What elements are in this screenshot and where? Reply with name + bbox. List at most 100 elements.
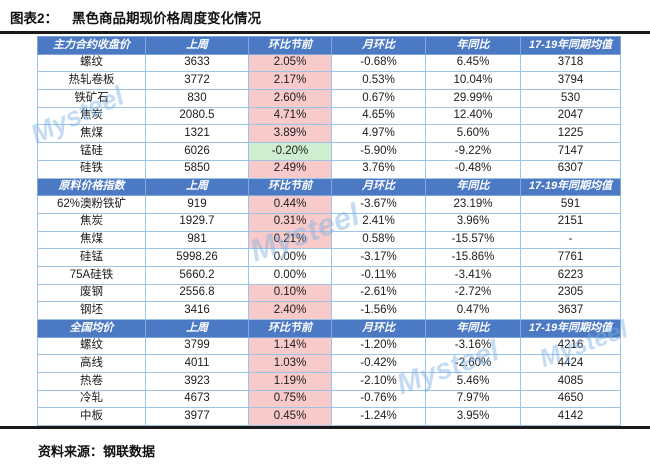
mom-cell: 4.97% bbox=[331, 124, 426, 144]
wow-vs-preholiday-cell: 0.21% bbox=[248, 230, 332, 250]
column-header-cell: 上周 bbox=[145, 319, 249, 338]
avg-17-19-cell: 4142 bbox=[520, 407, 621, 427]
row-label-cell: 热轧卷板 bbox=[37, 71, 146, 91]
row-label-cell: 热卷 bbox=[37, 372, 146, 391]
table-row: 锰硅 6026 -0.20% -5.90% -9.22% 7147 bbox=[37, 142, 621, 161]
wow-vs-preholiday-cell: 0.45% bbox=[248, 407, 332, 427]
mom-cell: -3.17% bbox=[331, 248, 426, 267]
row-label-cell: 硅铁 bbox=[37, 159, 146, 179]
column-header-cell: 月环比 bbox=[331, 177, 426, 197]
table-row: 焦炭 1929.7 0.31% 2.41% 3.96% 2151 bbox=[37, 212, 621, 232]
avg-17-19-cell: 591 bbox=[520, 195, 621, 214]
mom-cell: 2.41% bbox=[331, 212, 426, 232]
row-label-cell: 焦炭 bbox=[37, 106, 146, 126]
table-row: 62%澳粉铁矿 919 0.44% -3.67% 23.19% 591 bbox=[37, 195, 621, 214]
mom-cell: -3.67% bbox=[331, 195, 426, 214]
row-label-cell: 焦炭 bbox=[37, 212, 146, 232]
row-label-cell: 中板 bbox=[37, 407, 146, 427]
row-label-cell: 废钢 bbox=[37, 283, 146, 303]
table-row: 硅铁 5850 2.49% 3.76% -0.48% 6307 bbox=[37, 159, 621, 179]
mom-cell: 0.58% bbox=[331, 230, 426, 250]
column-header-cell: 年同比 bbox=[425, 36, 521, 55]
yoy-cell: 5.46% bbox=[425, 372, 521, 391]
yoy-cell: -15.86% bbox=[425, 248, 521, 267]
column-header-cell: 17-19年同期均值 bbox=[520, 36, 621, 55]
row-label-cell: 75A硅铁 bbox=[37, 265, 146, 285]
avg-17-19-cell: - bbox=[520, 230, 621, 250]
wow-vs-preholiday-cell: 2.40% bbox=[248, 301, 332, 320]
table-row: 螺纹 3633 2.05% -0.68% 6.45% 3718 bbox=[37, 53, 621, 73]
yoy-cell: -15.57% bbox=[425, 230, 521, 250]
wow-vs-preholiday-cell: 0.00% bbox=[248, 248, 332, 267]
figure-title: 图表2： 黑色商品期现价格周度变化情况 bbox=[10, 7, 261, 27]
price-table-wrapper: 主力合约收盘价 上周 环比节前 月环比 年同比 17-19年同期均值 螺纹 3633 2.05%… bbox=[37, 36, 621, 427]
wow-vs-preholiday-cell: 0.10% bbox=[248, 283, 332, 303]
table-row: 冷轧 4673 0.75% -0.76% 7.97% 4650 bbox=[37, 389, 621, 409]
section-header-row: 原料价格指数 上周 环比节前 月环比 年同比 17-19年同期均值 bbox=[37, 177, 621, 197]
row-label-cell: 硅锰 bbox=[37, 248, 146, 267]
table-row: 热卷 3923 1.19% -2.10% 5.46% 4085 bbox=[37, 372, 621, 391]
last-week-cell: 1321 bbox=[145, 124, 249, 144]
last-week-cell: 3416 bbox=[145, 301, 249, 320]
last-week-cell: 6026 bbox=[145, 142, 249, 161]
section-header-row: 全国均价 上周 环比节前 月环比 年同比 17-19年同期均值 bbox=[37, 319, 621, 338]
mom-cell: -0.42% bbox=[331, 354, 426, 374]
last-week-cell: 2556.8 bbox=[145, 283, 249, 303]
section-header-cell: 原料价格指数 bbox=[37, 177, 146, 197]
avg-17-19-cell: 530 bbox=[520, 89, 621, 108]
row-label-cell: 螺纹 bbox=[37, 53, 146, 73]
data-source: 资料来源：钢联数据 bbox=[38, 444, 156, 459]
last-week-cell: 830 bbox=[145, 89, 249, 108]
yoy-cell: -2.60% bbox=[425, 354, 521, 374]
table-row: 焦炭 2080.5 4.71% 4.65% 12.40% 2047 bbox=[37, 106, 621, 126]
avg-17-19-cell: 3637 bbox=[520, 301, 621, 320]
column-header-cell: 年同比 bbox=[425, 319, 521, 338]
table-row: 硅锰 5998.26 0.00% -3.17% -15.86% 7761 bbox=[37, 248, 621, 267]
table-row: 铁矿石 830 2.60% 0.67% 29.99% 530 bbox=[37, 89, 621, 108]
row-label-cell: 焦煤 bbox=[37, 124, 146, 144]
last-week-cell: 1929.7 bbox=[145, 212, 249, 232]
wow-vs-preholiday-cell: 1.19% bbox=[248, 372, 332, 391]
yoy-cell: -3.41% bbox=[425, 265, 521, 285]
table-row: 废钢 2556.8 0.10% -2.61% -2.72% 2305 bbox=[37, 283, 621, 303]
section-header-cell: 主力合约收盘价 bbox=[37, 36, 146, 55]
top-rule bbox=[0, 31, 650, 34]
mom-cell: 0.53% bbox=[331, 71, 426, 91]
last-week-cell: 5660.2 bbox=[145, 265, 249, 285]
avg-17-19-cell: 2047 bbox=[520, 106, 621, 126]
avg-17-19-cell: 3794 bbox=[520, 71, 621, 91]
section-header-row: 主力合约收盘价 上周 环比节前 月环比 年同比 17-19年同期均值 bbox=[37, 36, 621, 55]
yoy-cell: 5.60% bbox=[425, 124, 521, 144]
yoy-cell: 6.45% bbox=[425, 53, 521, 73]
column-header-cell: 环比节前 bbox=[248, 36, 332, 55]
avg-17-19-cell: 7761 bbox=[520, 248, 621, 267]
table-row: 75A硅铁 5660.2 0.00% -0.11% -3.41% 6223 bbox=[37, 265, 621, 285]
figure-number: 图表2： bbox=[10, 11, 59, 26]
mom-cell: -2.61% bbox=[331, 283, 426, 303]
last-week-cell: 981 bbox=[145, 230, 249, 250]
wow-vs-preholiday-cell: 2.17% bbox=[248, 71, 332, 91]
wow-vs-preholiday-cell: 3.89% bbox=[248, 124, 332, 144]
table-row: 中板 3977 0.45% -1.24% 3.95% 4142 bbox=[37, 407, 621, 427]
yoy-cell: -9.22% bbox=[425, 142, 521, 161]
avg-17-19-cell: 3718 bbox=[520, 53, 621, 73]
wow-vs-preholiday-cell: 2.05% bbox=[248, 53, 332, 73]
column-header-cell: 月环比 bbox=[331, 319, 426, 338]
avg-17-19-cell: 1225 bbox=[520, 124, 621, 144]
wow-vs-preholiday-cell: 2.60% bbox=[248, 89, 332, 108]
mom-cell: -0.68% bbox=[331, 53, 426, 73]
column-header-cell: 上周 bbox=[145, 177, 249, 197]
last-week-cell: 3799 bbox=[145, 336, 249, 356]
wow-vs-preholiday-cell: 0.75% bbox=[248, 389, 332, 409]
mom-cell: -1.24% bbox=[331, 407, 426, 427]
mom-cell: -1.20% bbox=[331, 336, 426, 356]
yoy-cell: 29.99% bbox=[425, 89, 521, 108]
avg-17-19-cell: 4216 bbox=[520, 336, 621, 356]
wow-vs-preholiday-cell: 2.49% bbox=[248, 159, 332, 179]
mom-cell: -0.76% bbox=[331, 389, 426, 409]
bottom-rule bbox=[0, 426, 650, 429]
yoy-cell: -2.72% bbox=[425, 283, 521, 303]
column-header-cell: 月环比 bbox=[331, 36, 426, 55]
column-header-cell: 环比节前 bbox=[248, 177, 332, 197]
last-week-cell: 5850 bbox=[145, 159, 249, 179]
